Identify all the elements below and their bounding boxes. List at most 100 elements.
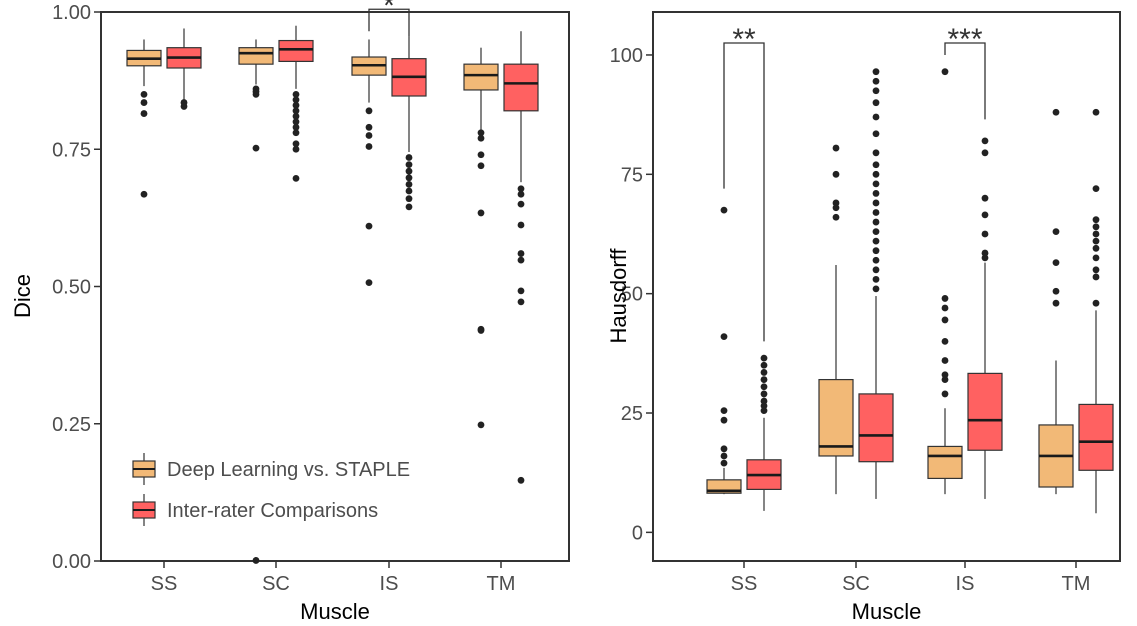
outlier-point bbox=[517, 256, 525, 264]
outlier-point bbox=[872, 228, 880, 236]
y-tick-label: 25 bbox=[621, 403, 643, 425]
outlier-point bbox=[981, 254, 989, 262]
outlier-point bbox=[720, 416, 728, 424]
box bbox=[278, 39, 314, 63]
outlier-point bbox=[292, 96, 300, 104]
box bbox=[503, 63, 539, 112]
panel-border bbox=[652, 11, 1121, 562]
outlier-point bbox=[872, 180, 880, 188]
outlier-point bbox=[1092, 230, 1100, 238]
outlier-point bbox=[292, 101, 300, 109]
outlier-point bbox=[832, 199, 840, 207]
x-axis-title: Muscle bbox=[852, 599, 922, 624]
outlier-point bbox=[981, 194, 989, 202]
outlier-point bbox=[1092, 223, 1100, 231]
outlier-point bbox=[517, 250, 525, 257]
outlier-point bbox=[292, 107, 300, 115]
y-tick-label: 0.50 bbox=[52, 277, 91, 299]
significance-bracket bbox=[723, 42, 765, 342]
outlier-point bbox=[1052, 287, 1060, 295]
outlier-point bbox=[760, 369, 768, 376]
box bbox=[967, 372, 1003, 451]
y-tick-label: 0.00 bbox=[52, 551, 91, 573]
box bbox=[818, 378, 854, 457]
y-tick-label: 50 bbox=[621, 284, 643, 306]
outlier-point bbox=[405, 187, 413, 195]
box bbox=[858, 393, 894, 463]
box bbox=[927, 445, 963, 480]
y-tick-label: 0.25 bbox=[52, 414, 91, 436]
box bbox=[238, 47, 274, 65]
outlier-point bbox=[872, 113, 880, 121]
outlier-point bbox=[872, 285, 880, 293]
outlier-point bbox=[1052, 259, 1060, 267]
outlier-point bbox=[252, 144, 260, 152]
outlier-point bbox=[720, 445, 728, 453]
legend-label: Inter-rater Comparisons bbox=[167, 500, 378, 522]
significance-label: ** bbox=[732, 23, 756, 56]
outlier-point bbox=[517, 287, 525, 295]
x-tick-label: SS bbox=[151, 573, 178, 595]
outlier-point bbox=[140, 99, 148, 106]
outlier-point bbox=[872, 170, 880, 178]
outlier-point bbox=[872, 209, 880, 216]
outlier-point bbox=[941, 357, 949, 364]
outlier-point bbox=[832, 204, 840, 212]
outlier-point bbox=[872, 68, 880, 76]
outlier-point bbox=[517, 190, 525, 198]
outlier-point bbox=[140, 190, 148, 198]
outlier-point bbox=[517, 185, 525, 193]
outlier-point bbox=[941, 376, 949, 383]
outlier-point bbox=[720, 333, 728, 341]
outlier-point bbox=[477, 129, 485, 137]
outlier-point bbox=[760, 390, 768, 398]
outlier-point bbox=[720, 459, 728, 467]
outlier-point bbox=[981, 211, 989, 219]
outlier-point bbox=[292, 174, 300, 182]
outlier-point bbox=[941, 338, 949, 345]
outlier-point bbox=[832, 213, 840, 221]
outlier-point bbox=[292, 123, 300, 131]
outlier-point bbox=[872, 256, 880, 264]
outlier-point bbox=[760, 402, 768, 410]
outlier-point bbox=[140, 90, 148, 98]
outlier-point bbox=[252, 557, 260, 564]
outlier-point bbox=[405, 195, 413, 203]
y-tick-label: 0 bbox=[632, 522, 643, 544]
outlier-point bbox=[981, 249, 989, 257]
outlier-point bbox=[720, 407, 728, 415]
outlier-point bbox=[941, 295, 949, 302]
outlier-point bbox=[760, 354, 768, 362]
outlier-point bbox=[872, 149, 880, 157]
significance-label: * bbox=[383, 0, 395, 22]
outlier-point bbox=[292, 112, 300, 120]
outlier-point bbox=[760, 361, 768, 369]
outlier-point bbox=[872, 199, 880, 207]
outlier-point bbox=[760, 383, 768, 391]
y-axis-title: Dice bbox=[10, 274, 35, 318]
box bbox=[1078, 403, 1114, 471]
outlier-point bbox=[365, 279, 373, 287]
outlier-point bbox=[872, 99, 880, 107]
dice-panel: 0.00 0.25 0.50 0.75 1.00 SS SC IS TM Muscle Dice * D… bbox=[10, 0, 570, 624]
outlier-point bbox=[477, 327, 485, 334]
outlier-point bbox=[292, 118, 300, 126]
outlier-point bbox=[405, 203, 413, 211]
outlier-point bbox=[872, 275, 880, 283]
y-tick-label: 1.00 bbox=[52, 2, 91, 24]
outlier-point bbox=[720, 206, 728, 214]
outlier-point bbox=[1092, 273, 1100, 281]
outlier-point bbox=[405, 180, 413, 188]
outlier-point bbox=[477, 151, 485, 159]
significance-bracket bbox=[944, 42, 986, 120]
outlier-point bbox=[872, 237, 880, 245]
outlier-point bbox=[872, 218, 880, 226]
outlier-point bbox=[405, 167, 413, 175]
y-tick-label: 0.75 bbox=[52, 139, 91, 161]
y-axis-title: Hausdorff bbox=[606, 248, 631, 344]
outlier-point bbox=[292, 129, 300, 137]
outlier-point bbox=[517, 221, 525, 229]
outlier-point bbox=[941, 371, 949, 379]
